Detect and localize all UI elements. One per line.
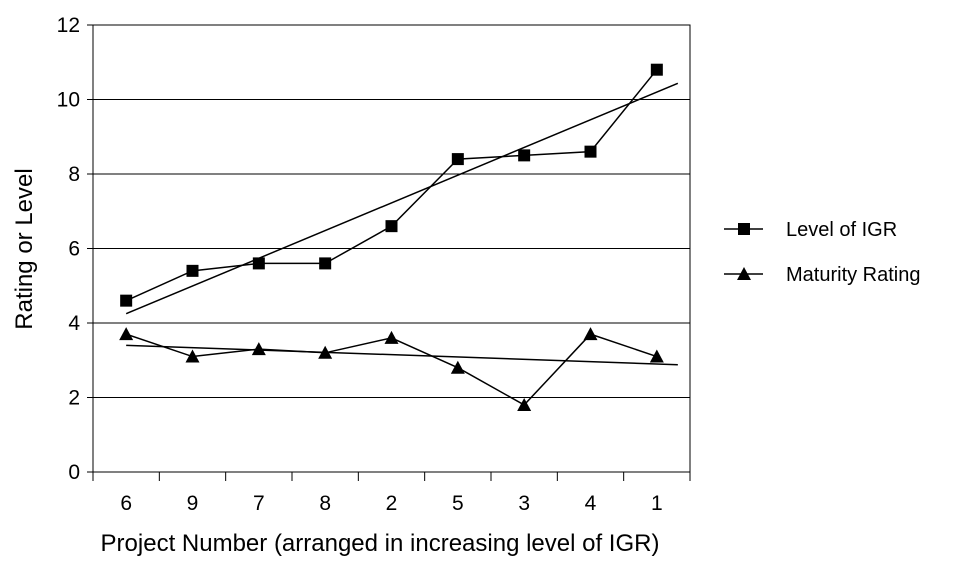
y-tick-label-4: 4 <box>68 312 80 335</box>
x-tick-label-2: 2 <box>386 492 398 515</box>
point-level-of-igr-6 <box>120 294 133 307</box>
x-tick-label-4: 4 <box>585 492 597 515</box>
series-line-level-of-igr <box>125 69 658 302</box>
plot-border <box>92 24 691 473</box>
y-tick-label-2: 2 <box>68 387 80 410</box>
point-level-of-igr-3 <box>518 149 531 162</box>
plot-area: 0 2 4 6 8 10 12 6 9 7 8 2 5 3 4 1 <box>57 14 691 515</box>
x-tick-label-9: 9 <box>187 492 199 515</box>
y-tick-label-6: 6 <box>68 238 80 261</box>
x-tick-label-3: 3 <box>518 492 530 515</box>
x-tick-label-7: 7 <box>253 492 265 515</box>
legend-marker-triangle-icon <box>737 267 751 280</box>
legend-item-level-of-igr: Level of IGR <box>724 219 897 241</box>
y-tick-label-10: 10 <box>57 89 80 112</box>
point-level-of-igr-1 <box>650 63 663 76</box>
x-tick-label-1: 1 <box>651 492 663 515</box>
y-tick-label-0: 0 <box>68 461 80 484</box>
trendline-level-of-igr <box>125 82 679 315</box>
y-axis-title: Rating or Level <box>11 168 38 329</box>
point-level-of-igr-2 <box>385 220 398 233</box>
y-tick-label-8: 8 <box>68 163 80 186</box>
series-line-maturity-rating <box>125 333 658 406</box>
point-level-of-igr-8 <box>319 257 332 270</box>
x-tick-label-5: 5 <box>452 492 464 515</box>
point-level-of-igr-4 <box>584 145 597 158</box>
x-tick-label-8: 8 <box>319 492 331 515</box>
point-maturity-rating-5 <box>450 360 465 374</box>
point-level-of-igr-9 <box>186 264 199 277</box>
point-maturity-rating-8 <box>318 345 333 359</box>
point-level-of-igr-7 <box>252 257 265 270</box>
point-maturity-rating-2 <box>384 330 399 344</box>
point-maturity-rating-3 <box>517 397 532 411</box>
x-tick-label-6: 6 <box>120 492 132 515</box>
point-maturity-rating-1 <box>649 349 664 363</box>
legend-label-level-of-igr: Level of IGR <box>786 219 897 241</box>
y-tick-label-12: 12 <box>57 14 80 37</box>
point-level-of-igr-5 <box>451 153 464 166</box>
trendline-maturity-rating <box>126 344 678 366</box>
point-maturity-rating-4 <box>583 327 598 341</box>
point-maturity-rating-9 <box>185 349 200 363</box>
point-maturity-rating-6 <box>119 327 134 341</box>
x-axis-title: Project Number (arranged in increasing l… <box>101 530 660 557</box>
legend-marker-square-icon <box>738 223 750 235</box>
legend: Level of IGR Maturity Rating <box>724 219 921 286</box>
point-maturity-rating-7 <box>251 342 266 356</box>
legend-label-maturity-rating: Maturity Rating <box>786 264 921 286</box>
legend-item-maturity-rating: Maturity Rating <box>724 264 921 286</box>
